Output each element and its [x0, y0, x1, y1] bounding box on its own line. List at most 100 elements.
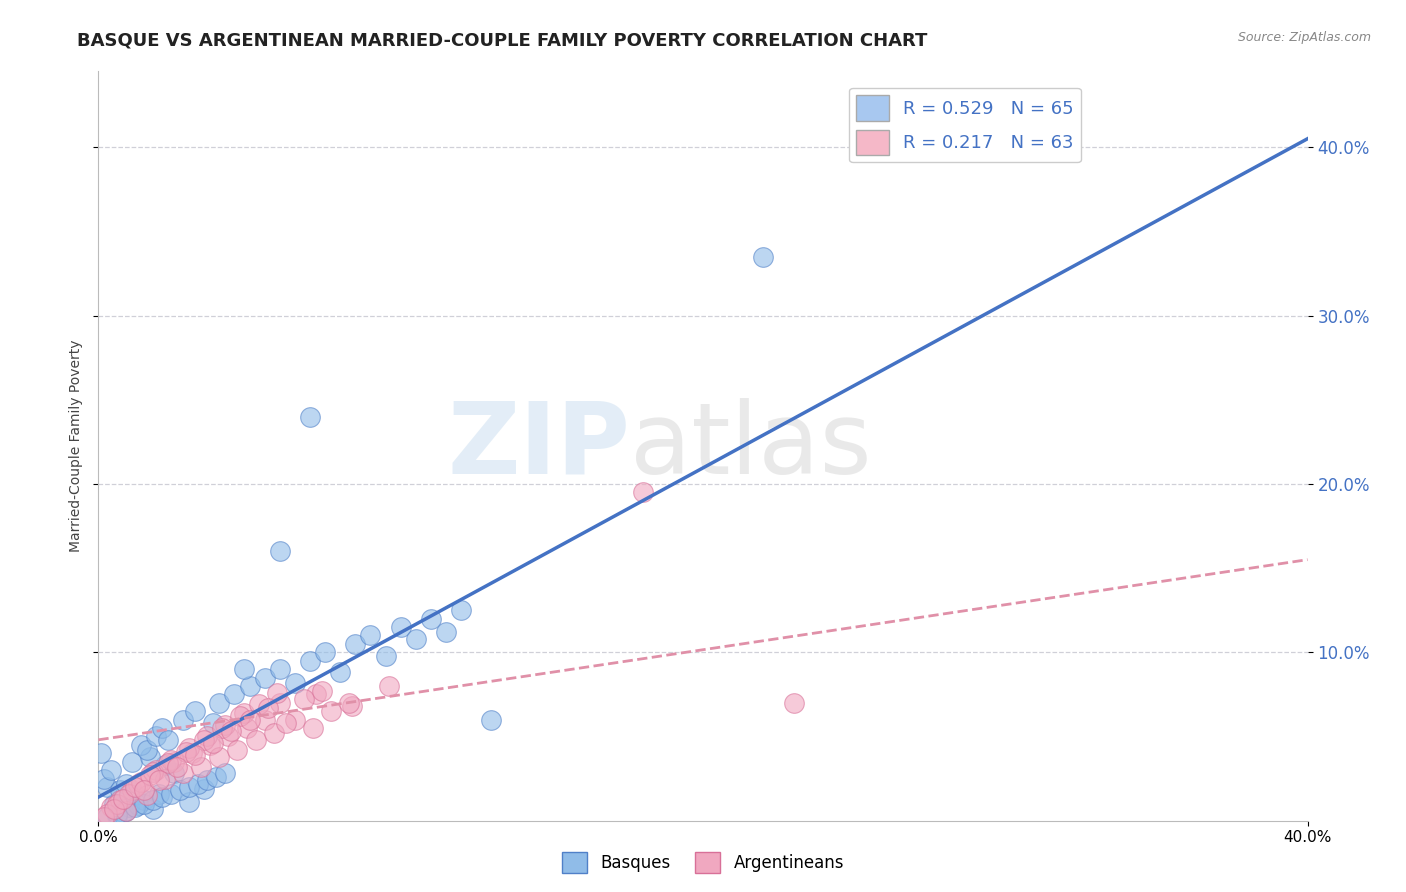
Point: [266, 686, 288, 700]
Point: [114, 804, 136, 818]
Point: [269, 696, 291, 710]
Point: [374, 648, 396, 663]
Legend: Basques, Argentineans: Basques, Argentineans: [555, 846, 851, 880]
Point: [269, 544, 291, 558]
Point: [321, 704, 343, 718]
Point: [142, 802, 165, 816]
Point: [172, 766, 194, 780]
Point: [217, 730, 239, 744]
Point: [169, 783, 191, 797]
Point: [314, 645, 336, 659]
Point: [187, 776, 209, 790]
Point: [108, 783, 131, 797]
Point: [174, 745, 197, 759]
Point: [253, 671, 276, 685]
Point: [344, 637, 367, 651]
Point: [181, 746, 204, 760]
Point: [311, 684, 333, 698]
Point: [135, 789, 157, 803]
Point: [256, 701, 278, 715]
Point: [114, 804, 136, 818]
Point: [193, 732, 215, 747]
Point: [96, 780, 118, 794]
Point: [142, 793, 165, 807]
Point: [184, 747, 207, 762]
Text: BASQUE VS ARGENTINEAN MARRIED-COUPLE FAMILY POVERTY CORRELATION CHART: BASQUE VS ARGENTINEAN MARRIED-COUPLE FAM…: [77, 31, 928, 49]
Point: [360, 628, 382, 642]
Point: [245, 732, 267, 747]
Point: [229, 709, 252, 723]
Point: [631, 485, 654, 500]
Point: [226, 743, 249, 757]
Point: [103, 797, 125, 811]
Point: [114, 776, 136, 790]
Point: [100, 763, 122, 777]
Point: [145, 730, 167, 744]
Point: [450, 603, 472, 617]
Point: [111, 791, 134, 805]
Point: [166, 760, 188, 774]
Text: atlas: atlas: [630, 398, 872, 494]
Point: [377, 679, 399, 693]
Point: [108, 793, 131, 807]
Y-axis label: Married-Couple Family Poverty: Married-Couple Family Poverty: [69, 340, 83, 552]
Point: [269, 662, 291, 676]
Point: [118, 787, 141, 801]
Point: [752, 250, 775, 264]
Point: [150, 790, 173, 805]
Point: [93, 810, 115, 824]
Point: [103, 802, 125, 816]
Point: [153, 758, 176, 772]
Point: [208, 696, 231, 710]
Point: [90, 746, 112, 760]
Point: [292, 692, 315, 706]
Point: [139, 749, 162, 764]
Point: [247, 698, 270, 712]
Point: [124, 800, 146, 814]
Point: [139, 768, 162, 782]
Point: [148, 787, 170, 801]
Point: [208, 749, 231, 764]
Point: [783, 696, 806, 710]
Point: [105, 808, 128, 822]
Point: [179, 780, 201, 794]
Point: [239, 679, 262, 693]
Point: [202, 716, 225, 731]
Point: [118, 800, 141, 814]
Point: [284, 675, 307, 690]
Point: [481, 713, 503, 727]
Point: [239, 713, 262, 727]
Point: [299, 409, 322, 424]
Point: [160, 787, 183, 801]
Point: [179, 741, 201, 756]
Point: [214, 717, 236, 731]
Point: [284, 713, 307, 727]
Point: [211, 721, 233, 735]
Point: [156, 756, 179, 771]
Point: [124, 780, 146, 794]
Point: [274, 716, 297, 731]
Point: [100, 800, 122, 814]
Point: [202, 736, 225, 750]
Point: [405, 632, 427, 646]
Point: [263, 726, 285, 740]
Point: [121, 783, 143, 797]
Point: [142, 764, 165, 779]
Point: [127, 798, 149, 813]
Point: [302, 721, 325, 735]
Point: [156, 732, 179, 747]
Point: [221, 724, 243, 739]
Point: [329, 665, 352, 680]
Point: [111, 805, 134, 820]
Text: Source: ZipAtlas.com: Source: ZipAtlas.com: [1237, 31, 1371, 45]
Point: [179, 795, 201, 809]
Point: [132, 783, 155, 797]
Point: [96, 806, 118, 821]
Point: [135, 743, 157, 757]
Point: [132, 793, 155, 807]
Point: [93, 772, 115, 786]
Point: [193, 781, 215, 796]
Point: [389, 620, 412, 634]
Point: [305, 687, 328, 701]
Point: [337, 696, 360, 710]
